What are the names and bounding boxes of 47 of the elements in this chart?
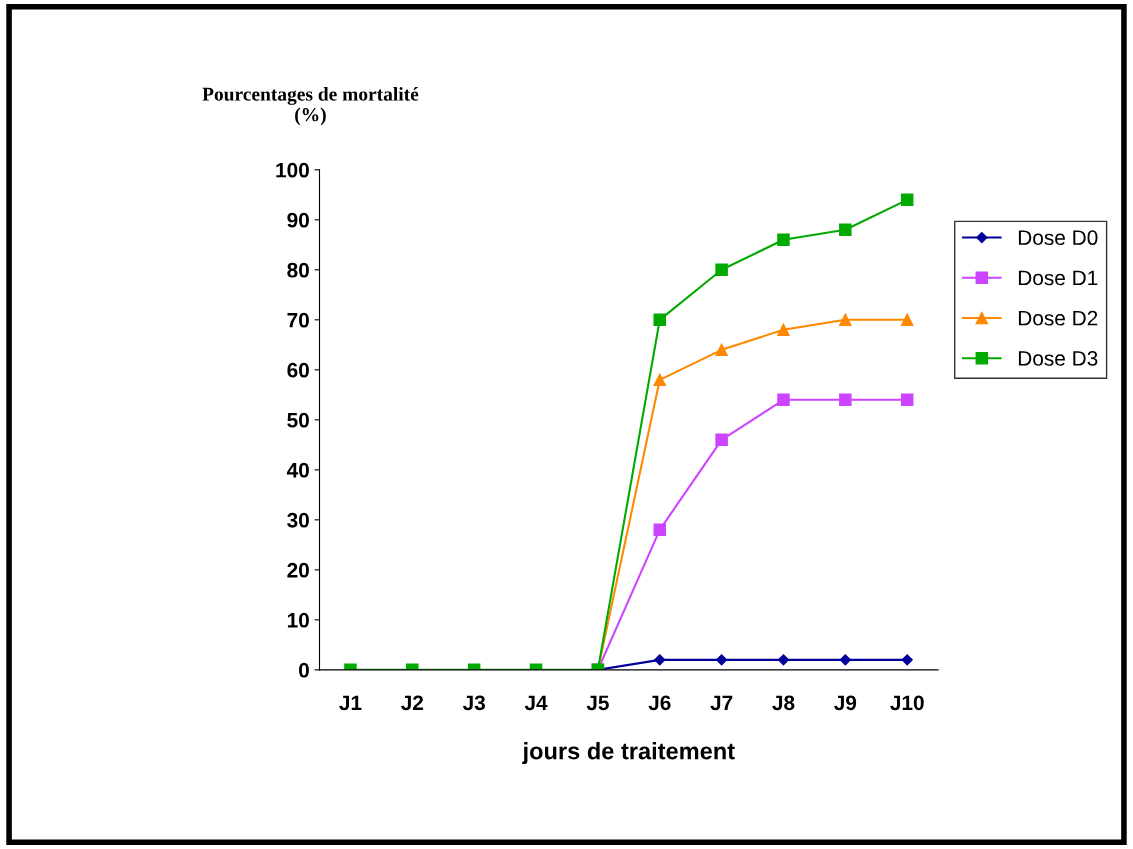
point <box>839 654 851 666</box>
y-tick-label: 0 <box>299 662 309 678</box>
point <box>715 433 728 447</box>
y-tick-label: 20 <box>287 562 309 578</box>
x-tick-label: J2 <box>401 695 424 711</box>
point <box>653 523 666 537</box>
legend-label: Dose D2 <box>1018 310 1098 326</box>
point <box>654 654 666 666</box>
x-tick-label: J7 <box>710 695 733 711</box>
x-tick-label: J3 <box>462 695 485 711</box>
x-tick-label: J10 <box>890 695 924 711</box>
point <box>900 393 914 407</box>
point <box>653 313 666 327</box>
point <box>716 654 728 666</box>
point <box>777 233 790 247</box>
x-tick-label: J6 <box>648 695 671 711</box>
point <box>900 313 914 327</box>
point <box>839 313 852 327</box>
point <box>901 654 913 666</box>
y-tick-label: 40 <box>286 462 309 478</box>
y-tick-label: 10 <box>287 612 309 628</box>
point <box>839 393 852 407</box>
point <box>715 263 728 277</box>
point <box>653 373 666 387</box>
point <box>777 323 790 337</box>
x-tick-label: J1 <box>339 695 362 711</box>
point <box>777 393 790 407</box>
y-tick-label: 90 <box>287 212 309 228</box>
y-tick-label: 50 <box>287 412 309 428</box>
x-tick-label: J4 <box>524 695 548 711</box>
point <box>839 223 852 237</box>
x-tick-label: J8 <box>772 695 795 711</box>
point <box>777 654 790 666</box>
x-tick-label: J5 <box>586 695 609 711</box>
legend-label: Dose D1 <box>1018 270 1098 286</box>
point <box>900 193 914 207</box>
point <box>715 343 728 357</box>
y-tick-label: 60 <box>287 362 309 378</box>
y-tick-label: 100 <box>276 162 309 178</box>
legend-label: Dose D3 <box>1018 351 1098 366</box>
y-tick-label: 30 <box>287 512 309 528</box>
x-tick-label: J9 <box>834 695 857 711</box>
legend-label: Dose D0 <box>1018 230 1098 246</box>
x-axis-title: jours de traitement <box>522 742 735 765</box>
y-tick-label: 80 <box>287 262 309 278</box>
y-axis-title: Pourcentages de mortalité (%) <box>202 87 419 126</box>
y-tick-label: 70 <box>287 312 309 328</box>
